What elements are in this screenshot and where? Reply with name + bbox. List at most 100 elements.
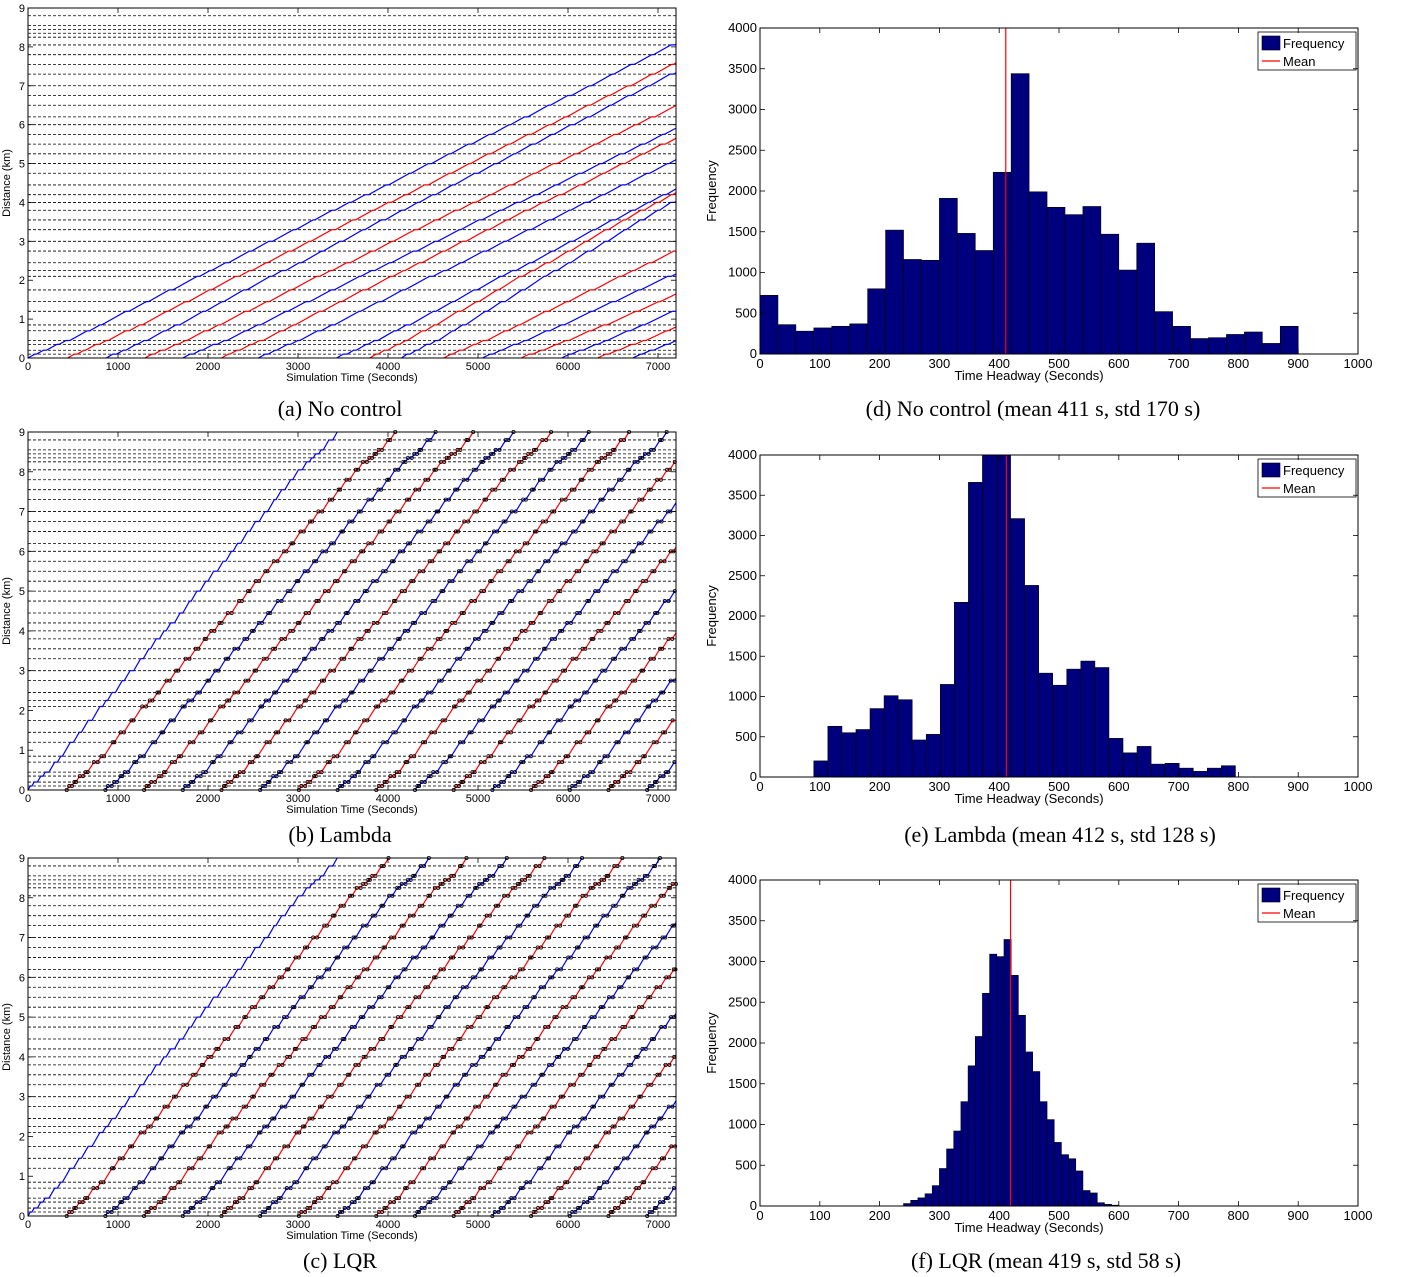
- x-tick-label: 100: [809, 356, 831, 371]
- axes-box: [27, 431, 677, 791]
- trajectory-line: [258, 159, 677, 359]
- trajectory-marker: [470, 975, 475, 980]
- trajectory-marker: [314, 599, 319, 604]
- trajectory-marker: [347, 1116, 352, 1121]
- y-tick-label: 2500: [728, 142, 757, 157]
- trajectory-marker: [396, 467, 401, 472]
- trajectory-marker: [653, 903, 658, 908]
- trajectory-marker: [409, 455, 414, 460]
- trajectory-marker: [527, 873, 532, 878]
- y-tick-label: 2000: [728, 183, 757, 198]
- y-tick-label: 3500: [728, 487, 757, 502]
- x-tick-label: 600: [1108, 356, 1130, 371]
- trajectory-marker: [560, 455, 565, 460]
- trajectory-marker: [239, 730, 244, 735]
- trajectory-marker: [624, 770, 629, 775]
- trajectory-marker: [554, 881, 559, 886]
- trajectory-marker: [524, 1180, 529, 1185]
- y-tick-label: 3500: [728, 913, 757, 928]
- trajectory-marker: [585, 935, 590, 940]
- trajectory-marker: [583, 646, 588, 651]
- trajectory-marker: [390, 1156, 395, 1161]
- trajectory-marker: [628, 770, 633, 775]
- trajectory-marker: [321, 636, 326, 641]
- trajectory-marker: [461, 945, 466, 950]
- trajectory-marker: [670, 923, 675, 928]
- trajectory-marker: [650, 945, 655, 950]
- trajectory-marker: [380, 529, 385, 534]
- trajectory-marker: [611, 569, 616, 574]
- trajectory-marker: [554, 923, 559, 928]
- trajectory-marker: [382, 1206, 387, 1211]
- trajectory-marker: [550, 1062, 555, 1067]
- trajectory-marker: [120, 1156, 125, 1161]
- trajectory-marker: [475, 1015, 480, 1020]
- trajectory-marker: [331, 754, 336, 759]
- trajectory-marker: [456, 784, 461, 789]
- trajectory-marker: [491, 620, 496, 625]
- trajectory-marker: [537, 740, 542, 745]
- trajectory-marker: [350, 774, 355, 779]
- trajectory-marker: [635, 923, 640, 928]
- trajectory-marker: [608, 704, 613, 709]
- trajectory-marker: [654, 740, 659, 745]
- trajectory-marker: [404, 1186, 409, 1191]
- trajectory-marker: [232, 1200, 237, 1205]
- trajectory-marker: [368, 1046, 373, 1051]
- trajectory-marker: [434, 509, 439, 514]
- trajectory-marker: [507, 559, 512, 564]
- trajectory-marker: [446, 668, 451, 673]
- trajectory-marker: [621, 559, 626, 564]
- trajectory-marker: [313, 774, 318, 779]
- trajectory-marker: [332, 913, 337, 918]
- trajectory-marker: [225, 698, 230, 703]
- trajectory-marker: [109, 784, 114, 789]
- trajectory-marker: [246, 678, 251, 683]
- trajectory-marker: [550, 1196, 555, 1201]
- trajectory-marker: [388, 519, 393, 524]
- trajectory-marker: [361, 967, 366, 972]
- trajectory-marker: [119, 1200, 124, 1205]
- y-tick-label: 9: [19, 853, 25, 865]
- histogram-bar: [813, 327, 833, 355]
- trajectory-marker: [589, 636, 594, 641]
- trajectory-marker: [499, 780, 504, 785]
- trajectory-marker: [381, 610, 386, 615]
- trajectory-marker: [417, 1210, 422, 1215]
- trajectory-marker: [352, 1200, 357, 1205]
- y-tick-label: 1: [19, 745, 25, 757]
- trajectory-marker: [105, 784, 110, 789]
- histogram-bar: [931, 1185, 940, 1207]
- trajectory-marker: [398, 678, 403, 683]
- trajectory-marker: [485, 1180, 490, 1185]
- trajectory-marker: [225, 1124, 230, 1129]
- trajectory-marker: [548, 1196, 553, 1201]
- trajectory-marker: [657, 1116, 662, 1121]
- trajectory-marker: [191, 1206, 196, 1211]
- trajectory-marker: [499, 1206, 504, 1211]
- trajectory-marker: [658, 477, 663, 482]
- trajectory-marker: [112, 1206, 117, 1211]
- trajectory-marker: [150, 698, 155, 703]
- trajectory-marker: [513, 975, 518, 980]
- histogram-bar: [759, 295, 779, 355]
- trajectory-marker: [630, 549, 635, 554]
- trajectory-marker: [614, 698, 619, 703]
- trajectory-marker: [80, 1200, 85, 1205]
- trajectory-marker: [561, 668, 566, 673]
- trajectory-marker: [296, 579, 301, 584]
- trajectory-marker: [379, 447, 384, 452]
- trajectory-marker: [499, 863, 504, 868]
- trajectory-marker: [287, 718, 292, 723]
- trajectory-marker: [353, 935, 358, 940]
- trajectory-marker: [304, 698, 309, 703]
- trajectory-marker: [246, 589, 251, 594]
- trajectory-marker: [337, 1082, 342, 1087]
- trajectory-marker: [441, 923, 446, 928]
- trajectory-marker: [578, 780, 583, 785]
- trajectory-marker: [358, 509, 363, 514]
- y-tick-label: 2000: [728, 1035, 757, 1050]
- trajectory-marker: [429, 730, 434, 735]
- trajectory-marker: [573, 447, 578, 452]
- trajectory-marker: [654, 1206, 659, 1211]
